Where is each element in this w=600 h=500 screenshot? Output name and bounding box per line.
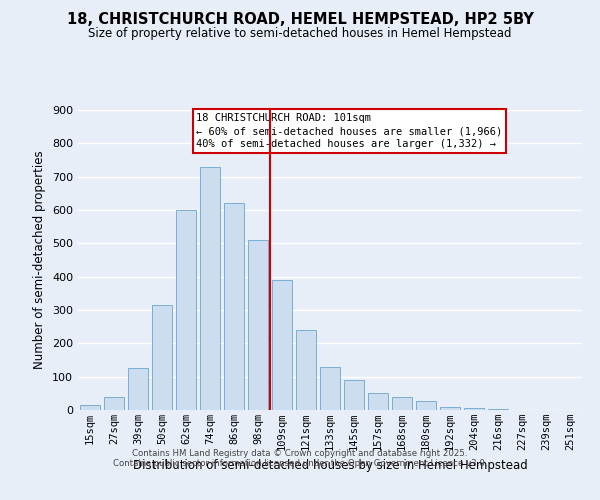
Bar <box>272 280 292 410</box>
Bar <box>392 398 412 410</box>
Y-axis label: Number of semi-detached properties: Number of semi-detached properties <box>34 150 46 370</box>
Bar <box>104 396 124 410</box>
Bar <box>224 204 244 410</box>
Bar <box>368 392 388 410</box>
Text: Size of property relative to semi-detached houses in Hemel Hempstead: Size of property relative to semi-detach… <box>88 28 512 40</box>
Text: Contains public sector information licensed under the Open Government Licence v3: Contains public sector information licen… <box>113 458 487 468</box>
Text: 18 CHRISTCHURCH ROAD: 101sqm
← 60% of semi-detached houses are smaller (1,966)
4: 18 CHRISTCHURCH ROAD: 101sqm ← 60% of se… <box>196 113 503 150</box>
Bar <box>128 368 148 410</box>
Bar <box>344 380 364 410</box>
Text: 18, CHRISTCHURCH ROAD, HEMEL HEMPSTEAD, HP2 5BY: 18, CHRISTCHURCH ROAD, HEMEL HEMPSTEAD, … <box>67 12 533 28</box>
Bar <box>152 305 172 410</box>
Bar <box>464 408 484 410</box>
Text: Contains HM Land Registry data © Crown copyright and database right 2025.: Contains HM Land Registry data © Crown c… <box>132 448 468 458</box>
Bar <box>296 330 316 410</box>
Bar <box>248 240 268 410</box>
Bar <box>416 401 436 410</box>
Bar <box>200 166 220 410</box>
X-axis label: Distribution of semi-detached houses by size in Hemel Hempstead: Distribution of semi-detached houses by … <box>133 458 527 471</box>
Bar <box>80 405 100 410</box>
Bar <box>440 406 460 410</box>
Bar <box>320 366 340 410</box>
Bar <box>176 210 196 410</box>
